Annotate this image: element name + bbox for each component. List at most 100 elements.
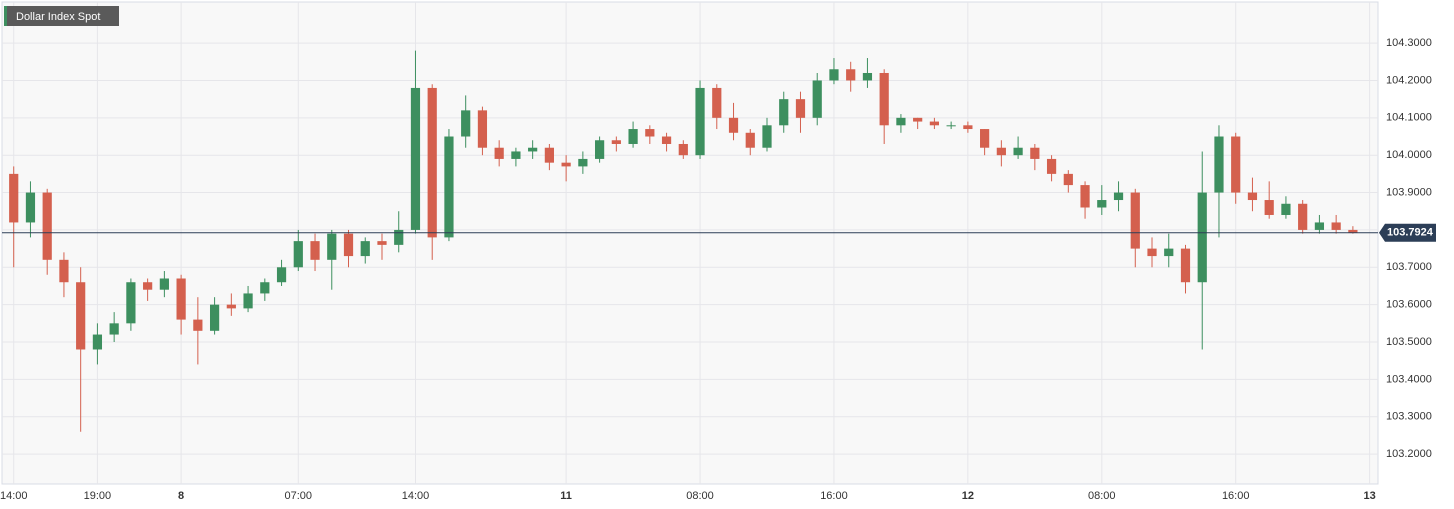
candle-body (126, 282, 136, 324)
candle-body (812, 80, 822, 118)
y-tick-label: 104.1000 (1386, 112, 1432, 124)
candle-body (59, 259, 69, 283)
title-box: Dollar Index Spot (4, 6, 119, 26)
candle-body (109, 323, 119, 335)
x-tick-label: 08:00 (1088, 490, 1116, 502)
y-tick-label: 104.0000 (1386, 149, 1432, 161)
y-tick-label: 104.2000 (1386, 74, 1432, 86)
candle-body (377, 241, 387, 245)
candle-body (1180, 248, 1191, 283)
x-tick-label: 08:00 (686, 490, 714, 502)
candle-body (477, 110, 488, 148)
candle-body (762, 125, 772, 148)
candle-body (929, 121, 940, 126)
candle-body (1097, 200, 1107, 208)
y-tick-label: 104.3000 (1386, 37, 1432, 49)
candle-body (578, 158, 588, 167)
x-tick-label: 16:00 (1222, 490, 1250, 502)
last-price-label: 103.7924 (1387, 227, 1434, 239)
candle-body (343, 233, 354, 257)
candle-body (1298, 203, 1308, 230)
candle-body (1231, 136, 1241, 193)
candle-body (176, 278, 186, 320)
y-tick-label: 103.5000 (1386, 336, 1432, 348)
candle-body (1130, 192, 1140, 249)
candle-body (92, 334, 103, 350)
candle-body (661, 136, 672, 144)
x-tick-label: 14:00 (402, 490, 430, 502)
candle-body (645, 129, 655, 137)
candle-body (896, 117, 906, 126)
candle-body (226, 304, 236, 309)
candle-body (293, 241, 303, 268)
candle-body (745, 132, 755, 148)
candle-body (980, 129, 990, 148)
candle-body (461, 110, 471, 137)
candle-body (1331, 222, 1341, 230)
candle-body (410, 87, 421, 230)
candle-body (209, 304, 220, 331)
candle-body (327, 233, 337, 260)
candle-body (1063, 173, 1073, 186)
candle-body (243, 293, 253, 309)
candle-body (1214, 136, 1224, 193)
candle-body (1046, 158, 1057, 174)
candle-body (9, 173, 19, 223)
candle-body (427, 87, 437, 238)
candle-body (1013, 147, 1023, 156)
candle-body (862, 72, 873, 81)
candle-body (528, 147, 538, 152)
candle-body (143, 282, 153, 290)
plot-area (1, 1, 1379, 485)
candle-body (1080, 185, 1090, 208)
candles (2, 50, 1378, 432)
candle-body (260, 282, 270, 294)
candle-body (76, 282, 86, 350)
labels: 103.2000 103.3000 103.4000 103.5000 103.6000… (0, 37, 1436, 502)
candle-body (879, 72, 889, 126)
y-tick-label: 103.7000 (1386, 261, 1432, 273)
candle-body (946, 125, 956, 127)
candle-body (494, 147, 504, 159)
x-tick-label: 12 (962, 490, 974, 502)
candle-body (561, 162, 571, 167)
y-tick-label: 103.2000 (1386, 448, 1432, 460)
chart-title: Dollar Index Spot (16, 11, 100, 23)
candle-body (193, 319, 203, 331)
candle-body (1030, 147, 1040, 159)
candle-body (996, 147, 1006, 156)
candle-body (963, 125, 973, 130)
candle-body (276, 267, 287, 283)
candle-body (1314, 222, 1325, 230)
candle-body (1348, 229, 1358, 233)
candle-body (795, 99, 806, 118)
x-tick-label: 07:00 (285, 490, 313, 502)
x-tick-label: 14:00 (0, 490, 27, 502)
candle-body (779, 99, 789, 126)
candle-body (444, 136, 454, 238)
candle-body (728, 117, 739, 133)
x-tick-label: 13 (1364, 490, 1376, 502)
candle-body (511, 151, 521, 159)
candle-body (1247, 192, 1258, 201)
candle-body (394, 229, 404, 245)
last-price-tag (1379, 223, 1436, 242)
x-tick-label: 11 (560, 490, 572, 502)
x-tick-label: 8 (178, 490, 184, 502)
candle-body (829, 69, 839, 81)
x-tick-label: 16:00 (820, 490, 848, 502)
y-tick-label: 103.6000 (1386, 299, 1432, 311)
candle-body (595, 140, 605, 159)
title-bg (4, 6, 119, 26)
y-tick-label: 103.4000 (1386, 373, 1432, 385)
y-tick-label: 103.3000 (1386, 411, 1432, 423)
candle-body (544, 147, 554, 163)
candle-body (1281, 203, 1291, 215)
candle-body (846, 69, 856, 81)
candle-body (678, 143, 688, 156)
candle-body (712, 87, 722, 118)
candle-body (1197, 192, 1207, 283)
candle-body (611, 140, 621, 144)
title-stripe (4, 6, 7, 26)
